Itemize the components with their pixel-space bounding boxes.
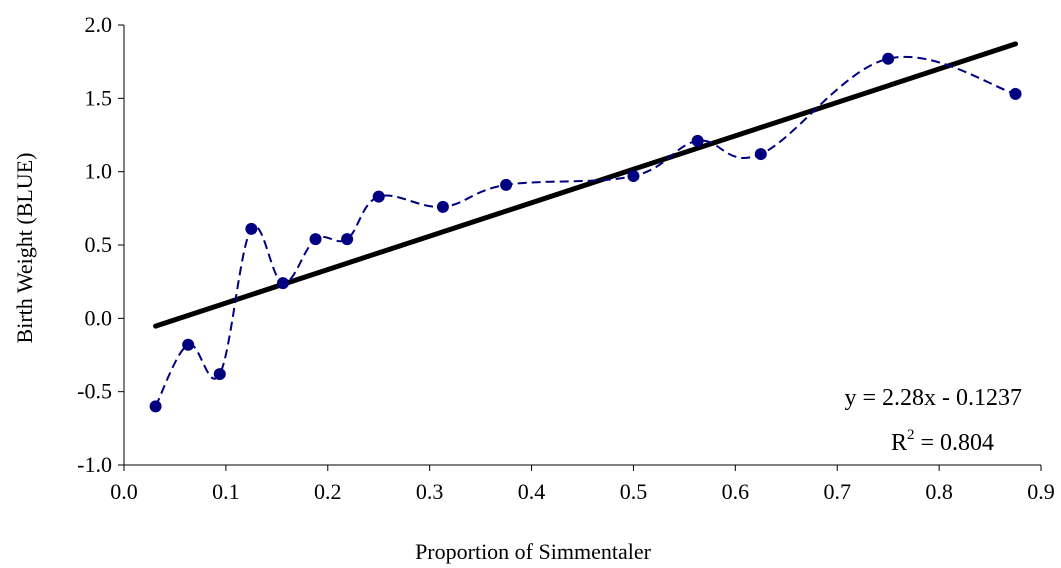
x-tick-label: 0.4 xyxy=(518,479,546,504)
series-group xyxy=(149,52,1022,413)
x-tick-label: 0.0 xyxy=(110,479,138,504)
data-point xyxy=(1009,87,1022,100)
data-point xyxy=(213,368,226,381)
y-axis-title: Birth Weight (BLUE) xyxy=(12,153,37,344)
x-tick-label: 0.9 xyxy=(1027,479,1055,504)
x-tick-label: 0.3 xyxy=(416,479,444,504)
data-point xyxy=(500,178,513,191)
data-point xyxy=(372,190,385,203)
r-squared-superscript: 2 xyxy=(907,427,915,443)
trendline xyxy=(153,41,1019,329)
axes: -1.0 -0.5 0.0 0.5 1.0 1.5 2.0 0.0 0.1 0.2 0.3 0.4 0.… xyxy=(77,12,1055,504)
data-point xyxy=(182,338,195,351)
data-point xyxy=(882,52,895,65)
x-tick-label: 0.7 xyxy=(823,479,851,504)
x-tick-label: 0.6 xyxy=(722,479,750,504)
r-squared-value: = 0.804 xyxy=(914,430,994,456)
y-tick-label: 1.5 xyxy=(85,85,113,110)
data-point xyxy=(245,222,258,235)
y-tick-label: 0.0 xyxy=(85,305,113,330)
data-point xyxy=(754,148,767,161)
y-tick-label: 2.0 xyxy=(85,12,113,37)
data-point xyxy=(276,277,289,290)
data-point xyxy=(341,233,354,246)
trendline-group xyxy=(153,41,1019,329)
data-point xyxy=(436,200,449,213)
y-tick-label: 0.5 xyxy=(85,232,113,257)
trendline-equation: y = 2.28x - 0.1237 xyxy=(844,385,1022,411)
x-tick-label: 0.8 xyxy=(925,479,953,504)
series-line xyxy=(154,56,1016,407)
x-tick-label: 0.2 xyxy=(314,479,342,504)
data-point xyxy=(149,400,162,413)
r-squared-symbol: R xyxy=(891,430,907,456)
data-point xyxy=(691,134,704,147)
y-tick-label: -0.5 xyxy=(77,379,112,404)
y-tick-label: 1.0 xyxy=(85,159,113,184)
r-squared-label: R2 = 0.804 xyxy=(891,427,994,456)
x-tick-label: 0.5 xyxy=(620,479,648,504)
data-point xyxy=(627,170,640,183)
data-point xyxy=(309,233,322,246)
x-axis-title: Proportion of Simmentaler xyxy=(415,539,652,564)
x-tick-label: 0.1 xyxy=(212,479,240,504)
y-tick-label: -1.0 xyxy=(77,452,112,477)
